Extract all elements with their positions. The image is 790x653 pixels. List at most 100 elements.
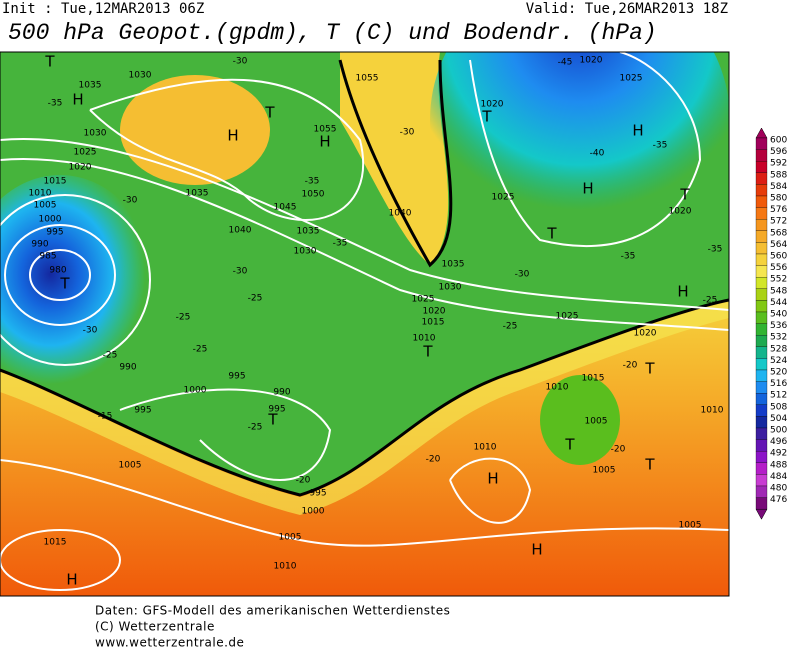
pressure-center: H <box>487 470 498 488</box>
colorbar-swatch <box>755 485 768 498</box>
contour-label: 1005 <box>34 201 57 211</box>
colorbar-swatch <box>755 172 768 185</box>
contour-label: -30 <box>123 196 138 206</box>
pressure-center: T <box>481 108 492 126</box>
contour-label: 1025 <box>492 193 515 203</box>
contour-label: 1000 <box>39 215 62 225</box>
contour-label: 1015 <box>582 374 605 384</box>
contour-label: 980 <box>49 266 66 276</box>
colorbar-swatch <box>755 242 768 255</box>
colorbar-swatch <box>755 195 768 208</box>
colorbar-label: 508 <box>770 402 787 412</box>
footer-line: www.wetterzentrale.de <box>95 636 244 649</box>
contour-label: -25 <box>703 296 718 306</box>
contour-label: -15 <box>98 412 113 422</box>
colorbar-swatch <box>755 277 768 289</box>
contour-552 <box>0 298 729 497</box>
colorbar: 6005965925885845805765725685645605565525… <box>755 127 787 520</box>
colorbar-swatch <box>755 416 768 429</box>
contour-label: 1045 <box>274 203 297 213</box>
high-blob <box>120 75 270 185</box>
contour-label: 1020 <box>669 207 692 217</box>
colorbar-swatch <box>755 253 768 266</box>
contour-label: 990 <box>273 388 290 398</box>
contour-label: -35 <box>48 99 63 109</box>
pressure-center: H <box>632 122 643 140</box>
map-title: 500 hPa Geopot.(gpdm), T (C) und Bodendr… <box>8 20 657 46</box>
contour-label: 985 <box>39 252 56 262</box>
footer-line: Daten: GFS-Modell des amerikanischen Wet… <box>95 604 450 618</box>
low-northeast <box>430 52 729 270</box>
colorbar-swatch <box>755 335 768 347</box>
contour-label: -25 <box>248 423 263 433</box>
contour-label: -30 <box>400 128 415 138</box>
low-west <box>0 175 155 395</box>
colorbar-swatch <box>755 137 768 150</box>
colorbar-label: 476 <box>770 495 787 505</box>
contour-label: 995 <box>268 405 285 415</box>
colorbar-label: 556 <box>770 263 787 273</box>
contour-label: 1025 <box>620 74 643 84</box>
contour-label: 1030 <box>439 283 462 293</box>
contour-label: 1015 <box>44 177 67 187</box>
contour-label: 990 <box>31 240 48 250</box>
colorbar-swatch <box>755 439 768 452</box>
colorbar-label: 500 <box>770 426 787 436</box>
colorbar-label: 564 <box>770 240 787 250</box>
contour-label: 1010 <box>474 443 497 453</box>
contour-label: 1030 <box>129 71 152 81</box>
pressure-center: H <box>677 283 688 301</box>
contour-label: 1025 <box>556 312 579 322</box>
contour-label: -30 <box>515 270 530 280</box>
colorbar-swatch <box>755 230 768 243</box>
colorbar-swatch <box>755 149 768 162</box>
colorbar-label: 504 <box>770 414 787 424</box>
pressure-center: T <box>267 411 278 429</box>
colorbar-label: 576 <box>770 205 787 215</box>
contour-label: -30 <box>233 57 248 67</box>
contour-label: 1020 <box>423 307 446 317</box>
contour-label: -20 <box>623 361 638 371</box>
cutoff <box>540 375 620 465</box>
contour-label: 1005 <box>119 461 142 471</box>
colorbar-label: 588 <box>770 170 787 180</box>
contour-label: 1010 <box>29 189 52 199</box>
contour-label: -25 <box>503 322 518 332</box>
contour-label: 1015 <box>44 538 67 548</box>
contour-label: 1035 <box>297 227 320 237</box>
colorbar-cap <box>755 508 768 520</box>
colorbar-swatch <box>755 404 768 417</box>
colorbar-swatch <box>755 381 768 394</box>
map-frame <box>0 51 730 597</box>
pressure-center: H <box>582 180 593 198</box>
pressure-center: T <box>44 53 55 71</box>
contour-label: 1010 <box>274 562 297 572</box>
contour-label: 1040 <box>229 226 252 236</box>
colorbar-swatch <box>755 497 768 510</box>
colorbar-swatch <box>755 300 768 313</box>
pressure-center: T <box>422 343 433 361</box>
contour-label: -20 <box>426 455 441 465</box>
contour-label: 1010 <box>701 406 724 416</box>
colorbar-label: 552 <box>770 275 787 285</box>
colorbar-label: 496 <box>770 437 787 447</box>
contour-label: 1005 <box>679 521 702 531</box>
colorbar-swatch <box>755 288 768 301</box>
colorbar-label: 516 <box>770 379 787 389</box>
contour-label: 1020 <box>69 163 92 173</box>
contour-label: -35 <box>305 177 320 187</box>
colorbar-swatch <box>755 358 768 371</box>
contour-label: 1020 <box>580 56 603 66</box>
map-labels: 10301035H-35T103010251020101510101005100… <box>29 53 724 589</box>
contour-label: 1055 <box>356 74 379 84</box>
colorbar-swatch <box>755 462 768 475</box>
contour-label: 1020 <box>634 329 657 339</box>
pressure-center: H <box>227 127 238 145</box>
colorbar-label: 536 <box>770 321 787 331</box>
contour-label: 995 <box>228 372 245 382</box>
contour-label: 1025 <box>412 295 435 305</box>
init-time: Init : Tue,12MAR2013 06Z <box>2 1 204 17</box>
contour-label: 1035 <box>186 189 209 199</box>
